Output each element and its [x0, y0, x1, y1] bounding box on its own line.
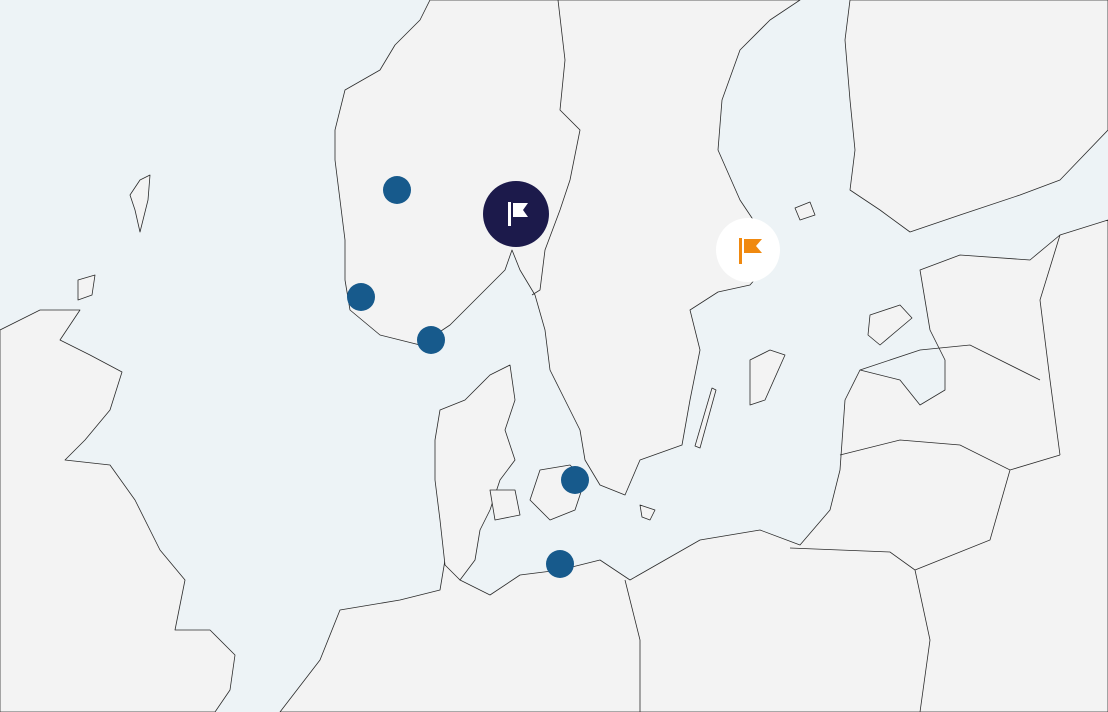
aland	[794, 201, 816, 221]
jutland	[434, 364, 516, 581]
location-marker[interactable]	[347, 283, 375, 311]
selected-flag-marker[interactable]	[483, 181, 549, 247]
country-borders	[624, 234, 1061, 712]
oland	[694, 387, 717, 449]
saaremaa	[867, 304, 913, 346]
location-marker[interactable]	[546, 550, 574, 578]
flag-marker[interactable]	[716, 218, 780, 282]
location-marker[interactable]	[417, 326, 445, 354]
flag-pole	[508, 202, 511, 226]
norway-sweden-border	[531, 0, 581, 296]
gotland	[749, 349, 786, 406]
bornholm	[639, 504, 656, 521]
britain	[0, 309, 236, 712]
finland	[844, 0, 1108, 233]
flag	[744, 239, 762, 253]
funen	[489, 489, 521, 521]
flag	[513, 203, 528, 217]
location-marker[interactable]	[561, 466, 589, 494]
orkney	[77, 274, 96, 301]
location-marker[interactable]	[383, 176, 411, 204]
flag-pole	[739, 238, 742, 264]
shetland	[129, 174, 151, 233]
